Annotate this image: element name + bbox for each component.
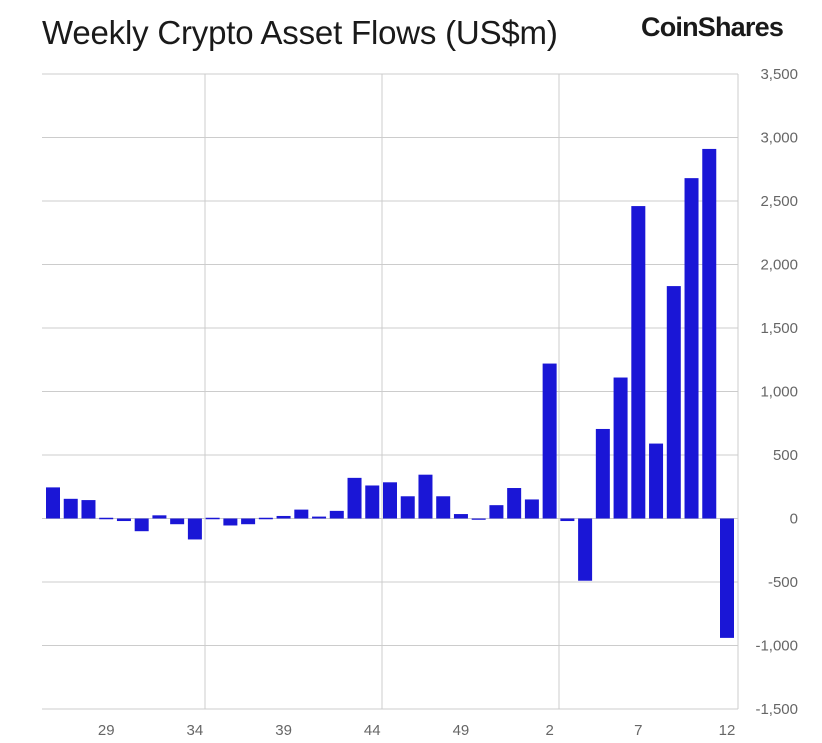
bar (400, 496, 415, 519)
y-tick-label: 3,500 (760, 66, 798, 83)
y-tick-label: 1,000 (760, 384, 798, 401)
bar (170, 518, 185, 525)
bar (524, 499, 539, 519)
y-tick-label: 500 (773, 447, 798, 464)
bar (720, 518, 734, 638)
coinshares-logo: CoinShares (641, 12, 784, 42)
bar (187, 518, 202, 540)
bar (418, 474, 433, 519)
bar (383, 482, 397, 519)
bar (560, 518, 575, 522)
bar (99, 517, 114, 520)
bar (63, 498, 78, 519)
x-tick-label: 44 (364, 722, 381, 739)
y-tick-label: -1,000 (755, 638, 798, 655)
x-tick-label: 2 (545, 722, 553, 739)
bar (152, 515, 167, 519)
bar (595, 428, 610, 519)
bar (471, 518, 486, 520)
bar (365, 485, 380, 519)
bar (116, 518, 131, 522)
y-tick-label: 2,000 (760, 257, 798, 274)
bar (347, 477, 362, 519)
bar (578, 518, 593, 581)
bar (46, 487, 60, 519)
bar (223, 518, 238, 526)
bar (81, 500, 96, 519)
x-tick-label: 29 (98, 722, 115, 739)
x-tick-label: 49 (453, 722, 470, 739)
bar (329, 510, 344, 519)
y-tick-label: 0 (790, 511, 798, 528)
bar (489, 505, 504, 519)
bar (649, 443, 664, 519)
x-tick-label: 12 (719, 722, 736, 739)
bar (631, 206, 646, 519)
bar (276, 515, 291, 519)
bar (666, 286, 681, 519)
x-axis-ticks: 29 34 39 44 49 2 7 12 (98, 722, 735, 739)
bar (134, 518, 149, 532)
bar (507, 488, 522, 519)
bar (312, 516, 327, 519)
bars (46, 148, 734, 638)
bar (613, 377, 628, 519)
y-tick-label: 3,000 (760, 130, 798, 147)
bar (453, 514, 468, 519)
bar (542, 363, 557, 519)
y-tick-label: 1,500 (760, 320, 798, 337)
bar (241, 518, 256, 525)
x-tick-label: 39 (275, 722, 292, 739)
bar (702, 148, 717, 519)
bar (258, 517, 273, 520)
x-tick-label: 7 (634, 722, 642, 739)
bar (205, 517, 220, 520)
bar (294, 509, 309, 519)
y-axis-ticks: 3,500 3,000 2,500 2,000 1,500 1,000 500 0 -500 -1… (755, 66, 798, 718)
y-tick-label: -1,500 (755, 701, 798, 718)
chart-title: Weekly Crypto Asset Flows (US$m) (42, 14, 558, 51)
y-tick-label: -500 (768, 574, 798, 591)
x-tick-label: 34 (187, 722, 204, 739)
bar (436, 496, 451, 519)
bar (684, 178, 699, 519)
y-tick-label: 2,500 (760, 193, 798, 210)
